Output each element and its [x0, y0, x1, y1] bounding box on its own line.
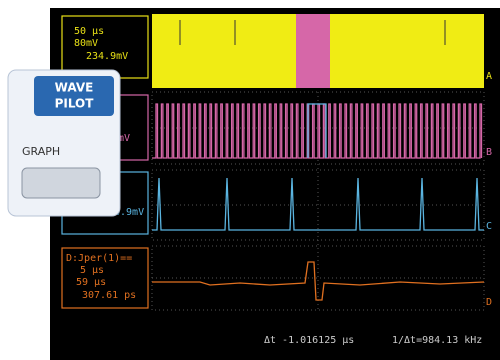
- trace-c: [152, 177, 484, 231]
- waveforms: [152, 103, 485, 301]
- zoom-region: [296, 14, 330, 88]
- a-timebase: 50 μs: [74, 26, 104, 37]
- wavepilot-logo: [34, 76, 114, 116]
- logo-bottom: PILOT: [55, 97, 95, 111]
- c-offset: 4.9mV: [114, 207, 144, 218]
- d-value: 307.61 ps: [82, 290, 136, 301]
- frequency: 1/Δt=984.13 kHz: [392, 335, 482, 346]
- a-volts: 80mV: [74, 38, 98, 49]
- label-d: D: [486, 297, 492, 308]
- label-c: C: [486, 221, 492, 232]
- graph-button[interactable]: [21, 167, 101, 199]
- trace-b-highlight: [307, 103, 327, 158]
- label-b: B: [486, 147, 492, 158]
- logo-top: WAVE: [55, 81, 94, 95]
- d-function: D:Jper(1)==: [66, 253, 132, 264]
- a-offset: 234.9mV: [86, 51, 128, 62]
- d-center: 59 μs: [76, 277, 106, 288]
- delta-t: Δt -1.016125 μs: [264, 335, 354, 346]
- trace-d: [152, 261, 485, 301]
- d-scale: 5 μs: [80, 265, 104, 276]
- b-volts: mV: [118, 133, 130, 144]
- button-label: GRAPH: [22, 145, 60, 158]
- label-a: A: [486, 71, 492, 82]
